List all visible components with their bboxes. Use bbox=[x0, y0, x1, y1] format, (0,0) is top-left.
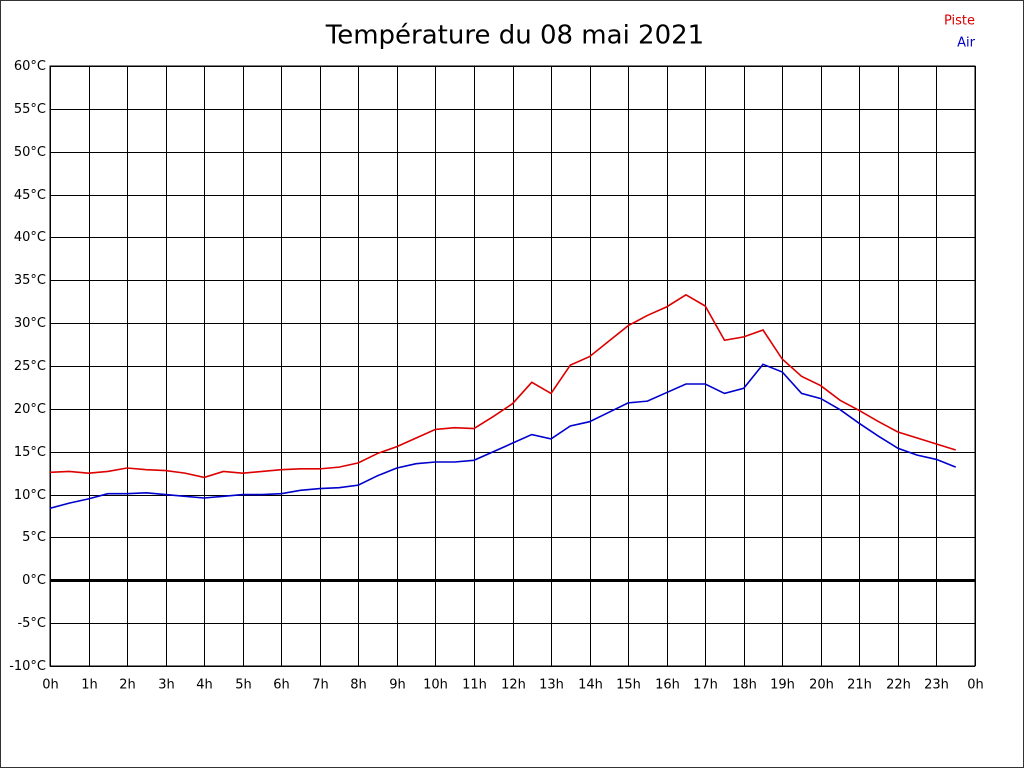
x-tick-label: 19h bbox=[770, 678, 795, 693]
series-line bbox=[49, 293, 956, 479]
x-tick-label: 14h bbox=[578, 678, 603, 693]
y-tick-label: -10°C bbox=[9, 659, 46, 674]
y-tick-label: 35°C bbox=[14, 273, 46, 288]
y-tick-label: 25°C bbox=[14, 359, 46, 374]
y-tick-label: 30°C bbox=[14, 316, 46, 331]
x-tick-label: 11h bbox=[462, 678, 487, 693]
x-tick-label: 18h bbox=[732, 678, 757, 693]
y-tick-label: 60°C bbox=[14, 59, 46, 74]
x-tick-label: 10h bbox=[423, 678, 448, 693]
x-tick-label: 0h bbox=[42, 678, 59, 693]
x-tick-label: 21h bbox=[847, 678, 872, 693]
x-tick-label: 7h bbox=[312, 678, 329, 693]
x-tick-label: 13h bbox=[539, 678, 564, 693]
x-tick-label: 8h bbox=[350, 678, 367, 693]
x-tick-label: 9h bbox=[389, 678, 406, 693]
series-line bbox=[49, 363, 957, 510]
x-tick-label: 12h bbox=[501, 678, 526, 693]
x-tick-label: 5h bbox=[235, 678, 252, 693]
x-tick-label: 0h bbox=[967, 678, 984, 693]
x-tick-label: 4h bbox=[196, 678, 213, 693]
y-tick-label: 0°C bbox=[22, 573, 46, 588]
x-tick-label: 23h bbox=[924, 678, 949, 693]
x-tick-label: 6h bbox=[273, 678, 290, 693]
x-tick-label: 15h bbox=[616, 678, 641, 693]
x-tick-label: 20h bbox=[809, 678, 834, 693]
legend-label: Piste bbox=[944, 14, 975, 29]
y-tick-label: 10°C bbox=[14, 488, 46, 503]
chart-title: Température du 08 mai 2021 bbox=[325, 21, 704, 51]
y-tick-label: -5°C bbox=[17, 616, 46, 631]
y-tick-label: 55°C bbox=[14, 102, 46, 117]
y-tick-label: 15°C bbox=[14, 445, 46, 460]
y-tick-label: 50°C bbox=[14, 145, 46, 160]
x-tick-label: 3h bbox=[158, 678, 175, 693]
x-tick-label: 16h bbox=[655, 678, 680, 693]
x-tick-label: 1h bbox=[81, 678, 98, 693]
x-tick-label: 17h bbox=[693, 678, 718, 693]
x-tick-label: 2h bbox=[119, 678, 136, 693]
y-tick-label: 45°C bbox=[14, 188, 46, 203]
legend-label: Air bbox=[957, 36, 976, 51]
y-tick-label: 20°C bbox=[14, 402, 46, 417]
y-tick-label: 40°C bbox=[14, 230, 46, 245]
y-tick-label: 5°C bbox=[22, 530, 46, 545]
x-tick-label: 22h bbox=[886, 678, 911, 693]
